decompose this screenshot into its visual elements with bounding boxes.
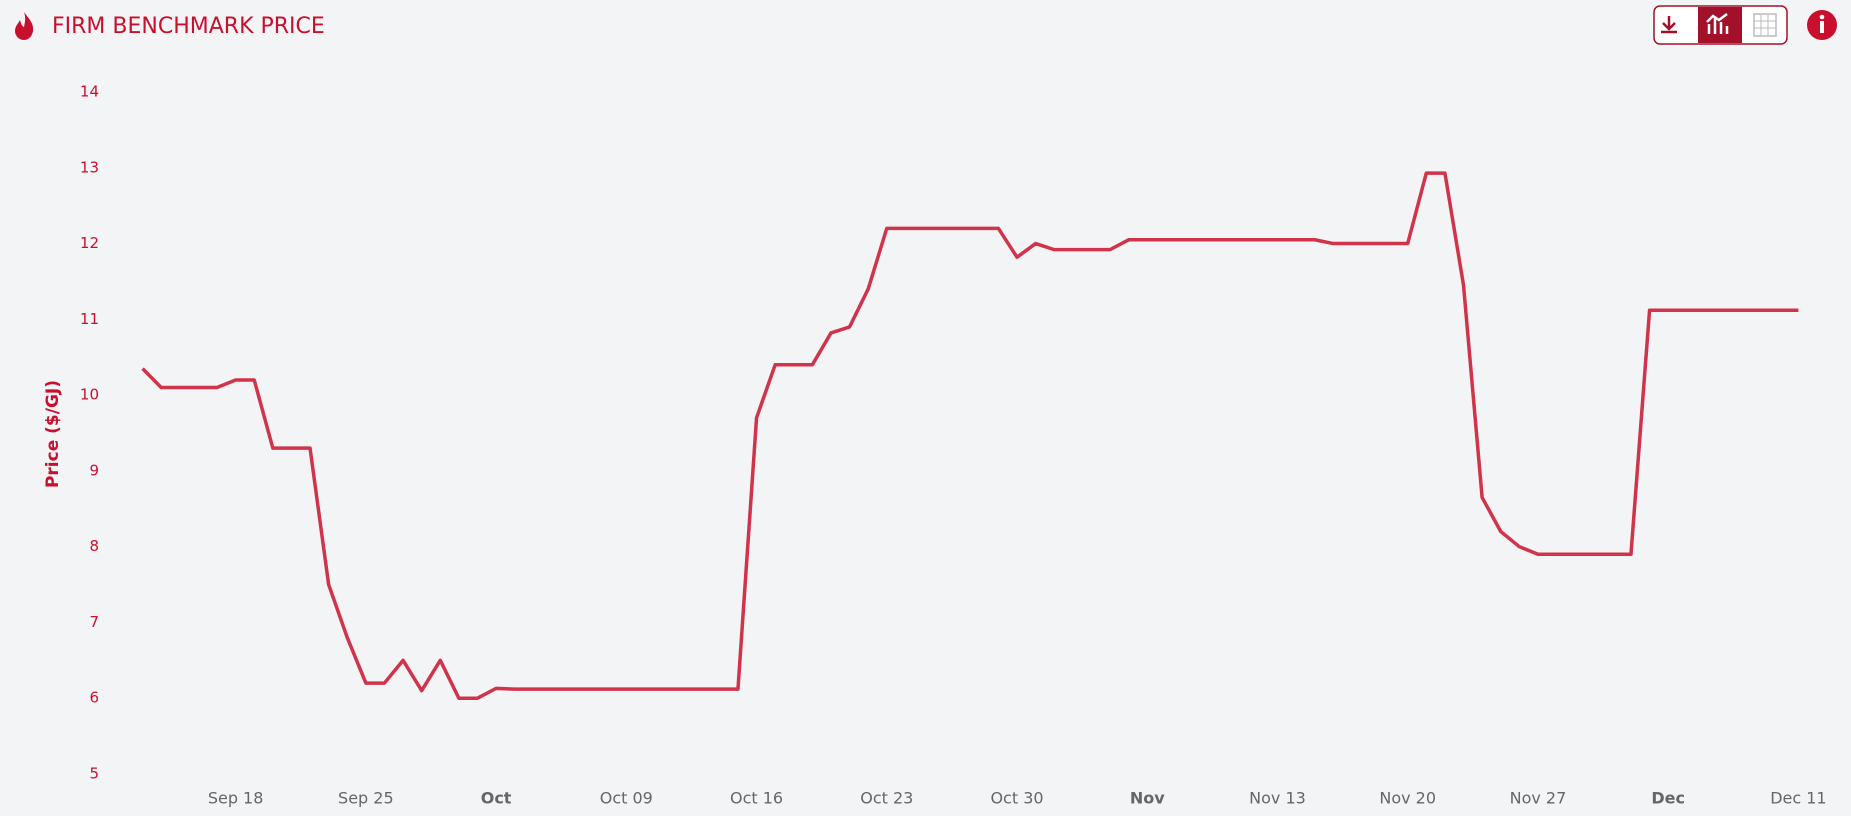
x-tick-label: Nov 20 [1379, 789, 1436, 808]
toolbar [1653, 5, 1788, 45]
x-tick-label: Oct 23 [860, 789, 913, 808]
chart-title: FIRM BENCHMARK PRICE [52, 14, 325, 39]
y-tick-label: 14 [80, 83, 99, 101]
info-button[interactable] [1807, 10, 1837, 40]
y-tick-label: 13 [80, 158, 99, 176]
y-tick-label: 12 [80, 234, 99, 252]
x-tick-label: Nov 13 [1249, 789, 1306, 808]
price-line [141, 171, 1799, 700]
y-tick-label: 8 [89, 537, 99, 555]
x-tick-label: Nov [1130, 789, 1165, 808]
x-tick-label: Sep 18 [208, 789, 264, 808]
x-tick-label: Nov 27 [1510, 789, 1567, 808]
x-tick-label: Dec [1651, 789, 1685, 808]
y-tick-label: 9 [89, 461, 99, 479]
table-button[interactable] [1753, 13, 1777, 37]
x-tick-label: Oct 30 [990, 789, 1043, 808]
x-tick-label: Oct 16 [730, 789, 783, 808]
x-tick-label: Dec 11 [1770, 789, 1826, 808]
x-tick-label: Oct [481, 789, 512, 808]
x-tick-label: Oct 09 [600, 789, 653, 808]
download-button[interactable] [1661, 16, 1677, 34]
y-tick-label: 5 [89, 765, 99, 783]
y-tick-label: 11 [80, 310, 99, 328]
x-tick-label: Sep 25 [338, 789, 394, 808]
y-tick-label: 6 [89, 689, 99, 707]
flame-icon [15, 12, 34, 40]
y-axis-label: Price ($/GJ) [43, 380, 63, 488]
y-tick-label: 10 [80, 386, 99, 404]
y-tick-label: 7 [89, 613, 99, 631]
chart-icon [1706, 13, 1729, 34]
